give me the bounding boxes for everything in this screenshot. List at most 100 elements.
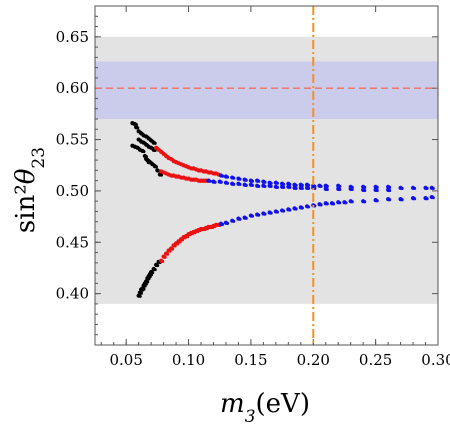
point-dup-2-4 xyxy=(244,216,248,220)
point-dup-2-57 xyxy=(213,180,217,184)
point-dup-0-44 xyxy=(148,161,152,165)
y-tick-label: 0.65 xyxy=(56,28,89,46)
point-dup-1-2 xyxy=(165,252,170,256)
point-dup-2-5 xyxy=(250,214,255,218)
band-1 xyxy=(95,61,438,119)
y-axis-label: sin²θ23 xyxy=(11,147,49,233)
point-dup-2-66 xyxy=(269,184,273,188)
point-dup-2-29 xyxy=(220,174,225,178)
point-dup-0-16 xyxy=(136,126,140,130)
point-dup-0-12 xyxy=(156,263,160,268)
shaded-bands xyxy=(95,36,438,304)
point-dup-2-58 xyxy=(219,180,223,184)
point-dup-2-10 xyxy=(281,209,286,213)
point-dup-2-9 xyxy=(275,210,279,214)
point-dup-2-60 xyxy=(232,182,236,186)
point-dup-2-23 xyxy=(375,199,379,203)
point-dup-2-25 xyxy=(400,198,404,202)
point-dup-2-19 xyxy=(338,201,342,205)
point-dup-2-55 xyxy=(431,186,435,191)
point-dup-2-31 xyxy=(232,176,236,180)
point-dup-2-2 xyxy=(232,219,236,223)
point-dup-0-11 xyxy=(153,267,157,272)
point-dup-1-4 xyxy=(170,247,175,251)
point-dup-2-7 xyxy=(263,212,267,216)
x-tick-label: 0.30 xyxy=(421,351,450,369)
point-dup-2-33 xyxy=(244,178,248,182)
point-dup-2-72 xyxy=(306,186,311,191)
point-dup-2-30 xyxy=(225,175,230,179)
point-dup-2-63 xyxy=(250,183,255,187)
reference-lines xyxy=(95,6,438,345)
point-dup-2-35 xyxy=(257,179,261,183)
point-dup-2-65 xyxy=(263,184,267,188)
point-dup-0-23 xyxy=(153,141,157,145)
point-dup-2-69 xyxy=(288,185,292,189)
tick-labels: 0.05 0.10 0.15 0.20 0.25 0.30 0.40 0.45 0.50 0.55… xyxy=(56,28,450,369)
point-dup-2-1 xyxy=(225,221,230,225)
point-dup-2-6 xyxy=(257,213,261,217)
x-tick-label: 0.10 xyxy=(172,351,205,369)
point-dup-2-21 xyxy=(350,200,354,204)
point-dup-2-78 xyxy=(375,188,379,193)
point-dup-2-28 xyxy=(431,196,435,200)
point-dup-2-56 xyxy=(208,179,212,183)
point-dup-2-16 xyxy=(319,203,323,207)
x-tick-label: 0.20 xyxy=(297,351,330,369)
point-dup-1-0 xyxy=(161,259,165,263)
point-dup-2-3 xyxy=(238,217,242,221)
y-tick-label: 0.40 xyxy=(56,285,89,303)
point-dup-2-0 xyxy=(220,222,225,226)
point-dup-2-70 xyxy=(294,186,298,191)
point-dup-0-35 xyxy=(142,149,146,154)
point-dup-2-59 xyxy=(225,181,230,185)
series-2 xyxy=(206,173,435,226)
point-dup-2-74 xyxy=(325,187,329,192)
point-dup-2-38 xyxy=(275,181,279,185)
x-axis-label: m3(eV) xyxy=(220,389,310,424)
point-dup-0-6 xyxy=(146,280,150,284)
point-dup-2-68 xyxy=(281,185,286,189)
x-tick-label: 0.15 xyxy=(234,351,267,369)
point-dup-2-76 xyxy=(350,187,354,192)
series-0 xyxy=(130,121,163,298)
point-dup-2-62 xyxy=(244,183,248,187)
y-tick-label: 0.55 xyxy=(56,131,89,149)
data-points xyxy=(130,121,435,298)
point-dup-2-12 xyxy=(294,207,298,211)
point-dup-2-61 xyxy=(238,182,242,186)
point-dup-2-67 xyxy=(275,185,279,189)
y-tick-label: 0.45 xyxy=(56,233,89,251)
point-dup-2-54 xyxy=(425,186,429,191)
y-tick-label: 0.50 xyxy=(56,182,89,200)
point-dup-2-75 xyxy=(338,187,342,192)
point-dup-2-34 xyxy=(250,179,255,183)
point-dup-2-18 xyxy=(331,202,336,206)
point-dup-0-1 xyxy=(139,291,143,295)
point-dup-2-32 xyxy=(238,177,242,181)
point-dup-2-45 xyxy=(319,184,323,188)
point-dup-0-3 xyxy=(142,287,146,291)
point-dup-2-52 xyxy=(400,186,404,191)
point-dup-2-17 xyxy=(325,202,329,206)
point-dup-0-40 xyxy=(154,165,158,169)
point-dup-2-11 xyxy=(288,208,292,212)
point-dup-2-53 xyxy=(412,186,417,191)
point-dup-2-26 xyxy=(412,197,417,201)
point-dup-2-22 xyxy=(363,200,367,204)
point-dup-2-27 xyxy=(425,197,429,201)
point-dup-2-24 xyxy=(388,198,392,202)
point-dup-1-1 xyxy=(163,255,167,259)
point-dup-2-64 xyxy=(257,184,261,188)
x-tick-label: 0.25 xyxy=(359,351,392,369)
point-dup-2-77 xyxy=(363,188,367,193)
point-dup-2-79 xyxy=(388,188,392,193)
y-tick-label: 0.60 xyxy=(56,79,89,97)
point-dup-2-71 xyxy=(300,186,304,191)
point-dup-0-0 xyxy=(138,294,142,298)
point-dup-2-13 xyxy=(300,206,304,210)
point-dup-2-20 xyxy=(344,201,348,205)
series-1 xyxy=(154,145,222,263)
point-dup-2-36 xyxy=(263,180,267,184)
